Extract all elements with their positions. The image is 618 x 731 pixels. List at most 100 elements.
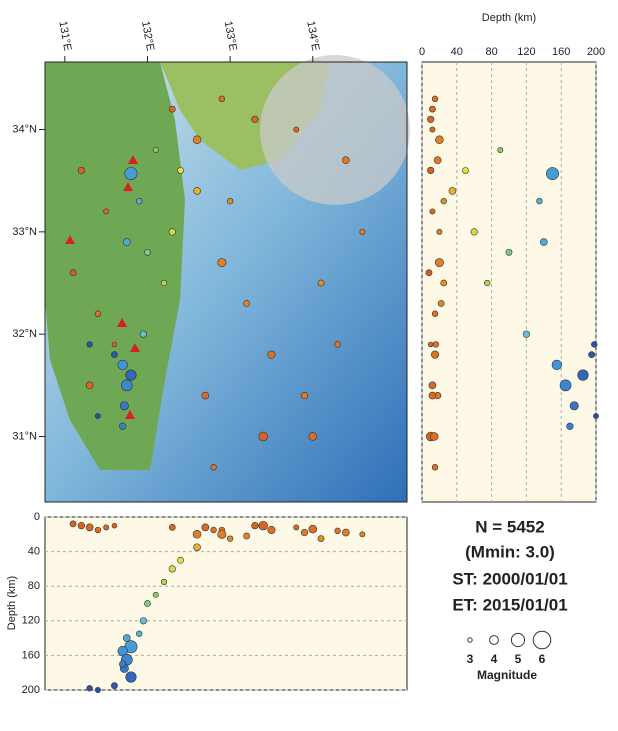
event [293,524,300,531]
event [251,522,259,530]
event [243,300,251,307]
event [293,126,300,133]
event [308,432,318,441]
x-tick-label: 80 [485,46,497,58]
event [251,115,259,123]
x-tick-label: 132°E [139,20,156,52]
event [217,529,227,539]
event [334,341,341,348]
event [94,310,102,317]
legend-label: 4 [491,652,498,666]
event [427,115,435,123]
event [168,523,176,531]
event [139,330,147,338]
event [428,391,437,400]
legend-label: 6 [539,652,546,666]
event [546,167,559,180]
event [144,600,151,607]
start-time: ST: 2000/01/01 [452,569,567,588]
event [300,391,309,400]
event [566,422,574,430]
event [484,279,491,287]
event [427,341,434,348]
event [103,208,110,215]
y-tick-label: 80 [28,580,40,592]
event [125,369,137,381]
event [111,682,118,690]
event [123,238,131,246]
masked-area [260,55,410,205]
event [210,464,217,471]
event [226,535,234,542]
y-tick-label: 0 [34,511,40,523]
event [77,166,85,175]
event [429,126,436,133]
event [144,248,151,256]
event [434,258,444,268]
legend-title: Magnitude [477,668,537,682]
event [192,530,202,539]
event [69,520,77,528]
event [192,135,202,145]
event [435,135,444,145]
legend-symbol [489,635,499,645]
event [497,147,504,153]
x-tick-label: 134°E [304,20,321,52]
event [85,523,94,532]
y-tick-label: 200 [22,684,40,696]
event [462,167,469,174]
event [267,525,276,535]
event [193,187,201,195]
event [168,228,176,236]
event [577,369,589,381]
event [152,591,159,598]
y-tick-label: 32°N [12,328,37,340]
event [121,379,133,392]
y-tick-label: 31°N [12,430,37,442]
event [431,95,439,102]
event [160,578,168,586]
legend-label: 3 [467,652,474,666]
event [431,310,439,317]
event [201,391,210,400]
event [103,524,110,531]
event [177,167,184,174]
event [85,381,94,390]
event [551,359,562,371]
legend-symbol [532,630,552,650]
count: N = 5452 [475,517,544,536]
event [218,95,226,102]
event [267,350,276,359]
map-frame [44,61,408,503]
event [243,532,251,540]
event [94,526,102,534]
end-time: ET: 2015/01/01 [452,595,567,614]
event [427,166,435,175]
event [522,330,531,338]
event [359,531,366,538]
event [119,401,129,411]
event [168,105,176,113]
event [210,526,217,534]
depth-lon-frame [44,516,408,691]
x-tick-label: 120 [517,46,535,58]
event [593,413,599,419]
event [317,279,325,287]
event [125,671,137,683]
event [77,522,85,530]
event [440,279,448,287]
event [258,431,268,442]
event [193,543,201,552]
event [425,269,433,277]
event [300,528,309,537]
event [429,208,436,215]
event [559,379,572,392]
event [431,464,439,471]
land [45,62,185,470]
event [124,167,138,180]
event [201,523,210,532]
event [448,187,457,195]
event [359,228,366,235]
axis-title: Depth (km) [482,12,536,24]
event [569,401,579,411]
